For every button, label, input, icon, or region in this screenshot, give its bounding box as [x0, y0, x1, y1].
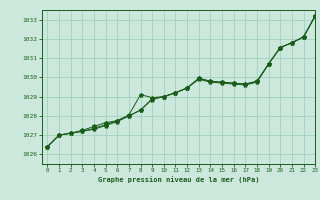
X-axis label: Graphe pression niveau de la mer (hPa): Graphe pression niveau de la mer (hPa) [98, 176, 259, 183]
